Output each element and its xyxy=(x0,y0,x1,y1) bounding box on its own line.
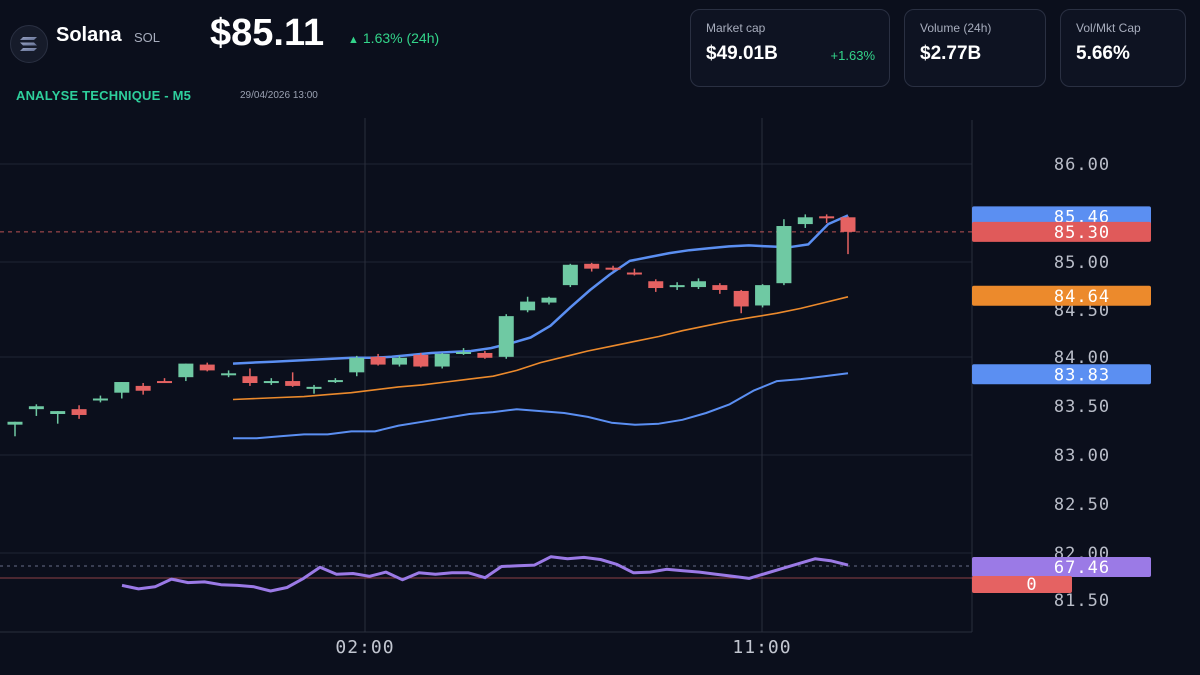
candlesticks xyxy=(7,214,856,437)
candle-body xyxy=(114,382,130,393)
candle-body xyxy=(776,226,792,284)
price-axis-label: 82.50 xyxy=(1054,495,1110,515)
candle-body xyxy=(7,421,23,425)
price-tag-label: 84.64 xyxy=(1054,287,1110,307)
candle-body xyxy=(648,281,664,289)
candle-body xyxy=(819,216,835,219)
candle-body xyxy=(285,381,301,386)
candle-body xyxy=(562,264,578,286)
price-tag xyxy=(972,285,1151,306)
time-axis-label: 11:00 xyxy=(732,637,791,658)
upper-band-line xyxy=(232,214,849,365)
price-change: ▲ 1.63% (24h) xyxy=(348,30,439,46)
vol-mkt-cap-label: Vol/Mkt Cap xyxy=(1076,21,1141,35)
price-axis-label: 81.50 xyxy=(1054,591,1110,611)
oscillator-tag-label: 67.46 xyxy=(1054,558,1110,578)
market-cap-label: Market cap xyxy=(706,21,766,35)
price-change-value: 1.63% (24h) xyxy=(362,30,440,46)
candle-body xyxy=(370,356,386,365)
candle-body xyxy=(306,386,322,389)
analysis-label: ANALYSE TECHNIQUE - M5 xyxy=(16,88,192,103)
candle-body xyxy=(71,409,87,415)
price-axis-label: 84.00 xyxy=(1054,348,1110,368)
candle-body xyxy=(733,290,749,307)
candle-body xyxy=(199,364,215,371)
oscillator-zero-tag xyxy=(972,576,1072,593)
volume-label: Volume (24h) xyxy=(920,21,992,35)
price-tag-label: 85.30 xyxy=(1054,223,1110,243)
time-axis: 02:00 11:00 xyxy=(335,637,791,658)
candle-body xyxy=(605,267,621,270)
price-tag xyxy=(972,221,1151,242)
candle-body xyxy=(135,385,151,391)
solana-logo-icon xyxy=(10,25,48,63)
candle-body xyxy=(840,217,856,232)
price-axis-label: 83.50 xyxy=(1054,397,1110,417)
oscillator-line xyxy=(121,555,849,593)
market-cap-value: $49.01B xyxy=(706,43,778,64)
oscillator-zero-tag-label: 0 xyxy=(1026,575,1037,595)
moving-average-line xyxy=(232,296,849,401)
vol-mkt-cap-value: 5.66% xyxy=(1076,43,1130,64)
price-axis-label: 84.50 xyxy=(1054,301,1110,321)
candle-body xyxy=(242,376,258,383)
candle-body xyxy=(413,354,429,367)
market-cap-card: Market cap $49.01B +1.63% xyxy=(690,9,890,87)
price-tag-label: 83.83 xyxy=(1054,365,1110,385)
candle-body xyxy=(391,357,407,365)
candle-body xyxy=(456,351,472,354)
price-tag xyxy=(972,206,1151,227)
candle-body xyxy=(178,363,194,378)
candle-body xyxy=(520,301,536,311)
candle-body xyxy=(626,272,642,275)
candle-body xyxy=(797,217,813,225)
price-axis-label: 85.00 xyxy=(1054,253,1110,273)
candle-body xyxy=(263,381,279,384)
candle-body xyxy=(669,285,685,288)
candle-body xyxy=(50,411,66,415)
candle-body xyxy=(712,285,728,290)
candle-body xyxy=(92,398,108,401)
market-cap-change: +1.63% xyxy=(830,48,875,63)
candle-body xyxy=(541,297,557,303)
analysis-datetime: 29/04/2026 13:00 xyxy=(240,90,318,101)
candle-body xyxy=(28,406,44,410)
candle-body xyxy=(690,281,706,288)
price-axis-label: 86.00 xyxy=(1054,155,1110,175)
indicator-bands xyxy=(232,214,849,440)
up-arrow-icon: ▲ xyxy=(348,34,359,46)
time-axis-label: 02:00 xyxy=(335,637,394,658)
candle-body xyxy=(157,381,173,384)
oscillator-panel xyxy=(0,555,972,593)
candle-body xyxy=(434,353,450,367)
candle-body xyxy=(498,316,514,357)
current-price: $85.11 xyxy=(210,12,325,54)
candle-body xyxy=(349,357,365,373)
vol-mkt-cap-card: Vol/Mkt Cap 5.66% xyxy=(1060,9,1186,87)
coin-name: Solana xyxy=(56,24,122,46)
lower-band-line xyxy=(233,372,849,440)
volume-value: $2.77B xyxy=(920,43,982,64)
oscillator-tag xyxy=(972,557,1151,577)
candle-body xyxy=(327,380,343,383)
coin-symbol: SOL xyxy=(134,30,161,45)
price-tag xyxy=(972,364,1151,385)
candle-body xyxy=(477,352,493,358)
candle-body xyxy=(584,263,600,269)
candle-body xyxy=(221,373,237,376)
candle-body xyxy=(755,285,771,306)
price-axis-label: 83.00 xyxy=(1054,446,1110,466)
volume-card: Volume (24h) $2.77B xyxy=(904,9,1046,87)
price-axis: 86.0085.0084.5084.0083.5083.0082.5082.00… xyxy=(1054,155,1110,611)
